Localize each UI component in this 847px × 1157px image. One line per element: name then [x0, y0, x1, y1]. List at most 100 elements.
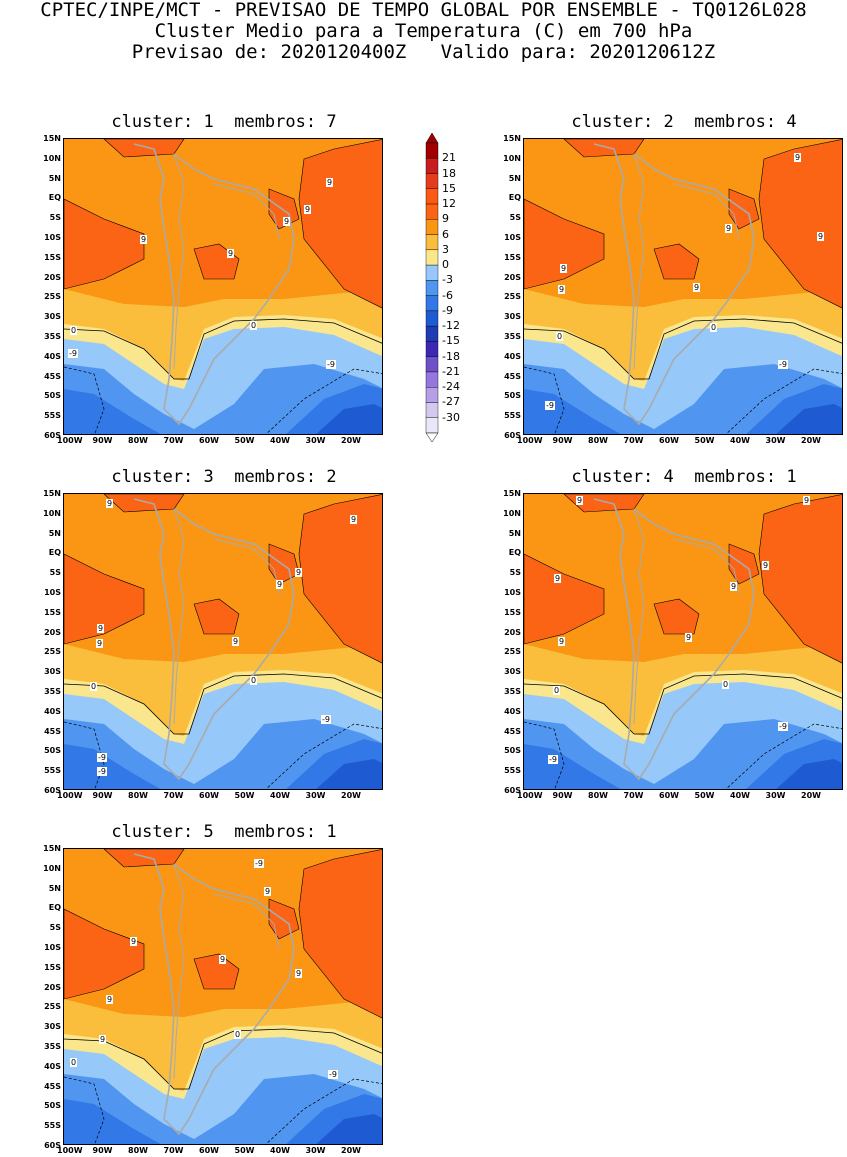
- longitude-label: 70W: [163, 1146, 184, 1155]
- longitude-label: 40W: [270, 1146, 290, 1155]
- colorbar-swatch: [425, 280, 439, 296]
- contour-label: -9: [321, 715, 331, 724]
- latitude-label: 50S: [504, 746, 521, 756]
- longitude-label: 50W: [234, 1146, 255, 1155]
- colorbar-swatch: [425, 142, 439, 159]
- longitude-label: 20W: [341, 791, 361, 800]
- longitude-label: 90W: [92, 791, 113, 800]
- longitude-label: 90W: [92, 436, 113, 445]
- colorbar-label: -9: [442, 303, 453, 317]
- longitude-label: 40W: [730, 791, 750, 800]
- longitude-label: 80W: [588, 436, 608, 445]
- longitude-label: 20W: [801, 436, 821, 445]
- contour-label: -9: [545, 401, 555, 410]
- latitude-label: 55S: [44, 411, 61, 421]
- latitude-label: 40S: [44, 706, 61, 716]
- latitude-label: 15S: [504, 252, 521, 262]
- longitude-label: 40W: [270, 436, 290, 445]
- zero-contour: [64, 318, 382, 380]
- latitude-label: 50S: [504, 391, 521, 401]
- longitude-label: 40W: [270, 791, 290, 800]
- latitude-label: 35S: [44, 1042, 61, 1051]
- latitude-label: 20S: [504, 627, 521, 637]
- contour-label: -9: [778, 360, 788, 369]
- latitude-label: 40S: [504, 351, 521, 361]
- warm-region: [758, 494, 842, 664]
- latitude-label: 25S: [504, 292, 521, 302]
- warm-region: [64, 198, 145, 290]
- colorbar-swatch: [425, 295, 439, 312]
- temperature-band: [524, 364, 842, 434]
- contour-label: 9: [725, 224, 733, 233]
- map-cluster-4: 9 9 9 9 9 9 9 0 0 -9 -9: [523, 493, 843, 790]
- longitude-label: 90W: [552, 791, 573, 800]
- latitude-label: 5N: [508, 173, 521, 183]
- longitude-label: 20W: [341, 436, 361, 445]
- contour-label: 0: [556, 332, 564, 341]
- latitude-label: 55S: [44, 766, 61, 776]
- amazon-river: [673, 538, 740, 595]
- latitude-label: 30S: [44, 667, 61, 677]
- zero-contour: [524, 673, 842, 735]
- contour-label: 0: [710, 323, 718, 332]
- longitude-label: 100W: [517, 791, 543, 800]
- longitude-label: 100W: [517, 436, 543, 445]
- colorbar-label: -24: [442, 380, 460, 394]
- panel-title-4: cluster: 4 membros: 1: [571, 467, 797, 487]
- latitude-label: 10N: [503, 153, 521, 163]
- latitude-label: 10N: [503, 508, 521, 518]
- longitude-label: 50W: [234, 436, 255, 445]
- colorbar-swatch: [425, 417, 439, 434]
- latitude-label: EQ: [48, 548, 61, 558]
- contour-label: 9: [106, 995, 114, 1004]
- contour-label: -9: [328, 1070, 338, 1079]
- warm-region: [758, 139, 842, 309]
- warm-region: [193, 953, 240, 990]
- latitude-label: 45S: [44, 371, 61, 381]
- map-cluster-1: 9 9 9 9 9 0 0 -9 -9: [63, 138, 383, 435]
- header-line-1: CPTEC/INPE/MCT - PREVISAO DE TEMPO GLOBA…: [40, 0, 807, 21]
- latitude-label: 10N: [43, 508, 61, 518]
- amazon-river: [213, 183, 280, 240]
- latitude-label: 50S: [44, 391, 61, 401]
- colorbar-label: -18: [442, 349, 460, 363]
- latitude-label: 20S: [44, 982, 61, 992]
- contour-label: 9: [560, 264, 568, 273]
- latitude-label: 35S: [44, 687, 61, 696]
- latitude-label: 60S: [504, 786, 521, 795]
- latitude-label: 20S: [44, 627, 61, 637]
- latitude-label: 10S: [504, 588, 521, 597]
- warm-region: [64, 908, 145, 1000]
- minus9-contour: [64, 1076, 105, 1144]
- latitude-label: EQ: [508, 548, 521, 558]
- minus9-contour: [725, 368, 842, 434]
- warm-region: [268, 543, 300, 585]
- contour-label: 9: [295, 969, 303, 978]
- contour-label: 9: [140, 235, 148, 244]
- contour-label: 9: [106, 499, 114, 508]
- colorbar-label: 3: [442, 242, 449, 256]
- longitude-label: 90W: [92, 1146, 113, 1155]
- latitude-label: 60S: [44, 1141, 61, 1150]
- latitude-label: 50S: [44, 1101, 61, 1111]
- contour-label: 9: [219, 955, 227, 964]
- latitude-label: 5S: [49, 923, 61, 933]
- colorbar-label: -27: [442, 395, 460, 409]
- contour-label: 9: [232, 637, 240, 646]
- contour-label: 0: [90, 682, 98, 691]
- longitude-label: 20W: [341, 1146, 361, 1155]
- colorbar-label: 6: [442, 227, 449, 241]
- warm-region: [193, 598, 240, 635]
- latitude-label: 45S: [504, 371, 521, 381]
- contour-label: 9: [693, 283, 701, 292]
- amazon-river: [213, 893, 280, 950]
- contour-label: 9: [97, 624, 105, 633]
- longitude-label: 20W: [801, 791, 821, 800]
- colorbar: 21 18 15 12 9 6 3 0 -3 -6 -9 -12 -15 -18 -21 -24 -27 -30: [422, 133, 482, 443]
- latitude-label: 60S: [504, 431, 521, 440]
- longitude-label: 100W: [57, 1146, 83, 1155]
- contour-label: 9: [558, 637, 566, 646]
- contour-label: 0: [70, 326, 78, 335]
- colorbar-bottom-arrow: [425, 432, 439, 443]
- latitude-label: 25S: [44, 292, 61, 302]
